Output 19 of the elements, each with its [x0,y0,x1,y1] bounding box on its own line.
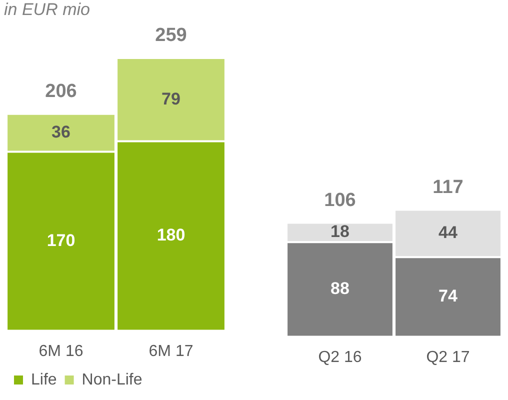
x-tick-label: 6M 17 [148,342,194,360]
data-label: 74 [438,286,458,306]
data-label: 88 [330,279,350,298]
total-label: 259 [155,25,187,46]
total-label: 206 [45,81,77,102]
x-tick-label: 6M 16 [38,342,84,360]
chart-title: in EUR mio [4,0,90,20]
data-label: 44 [438,223,458,242]
legend-label: Life [31,371,57,388]
total-label: 117 [432,177,464,198]
data-label: 18 [330,222,350,242]
data-label: 79 [162,89,180,108]
data-label: 36 [52,122,70,142]
x-tick-label: Q2 17 [426,348,470,366]
data-label: 170 [46,230,76,250]
x-tick-label: Q2 16 [318,348,362,366]
total-label: 106 [324,190,356,211]
legend-label: Non-Life [82,371,142,388]
data-label: 180 [156,226,186,245]
